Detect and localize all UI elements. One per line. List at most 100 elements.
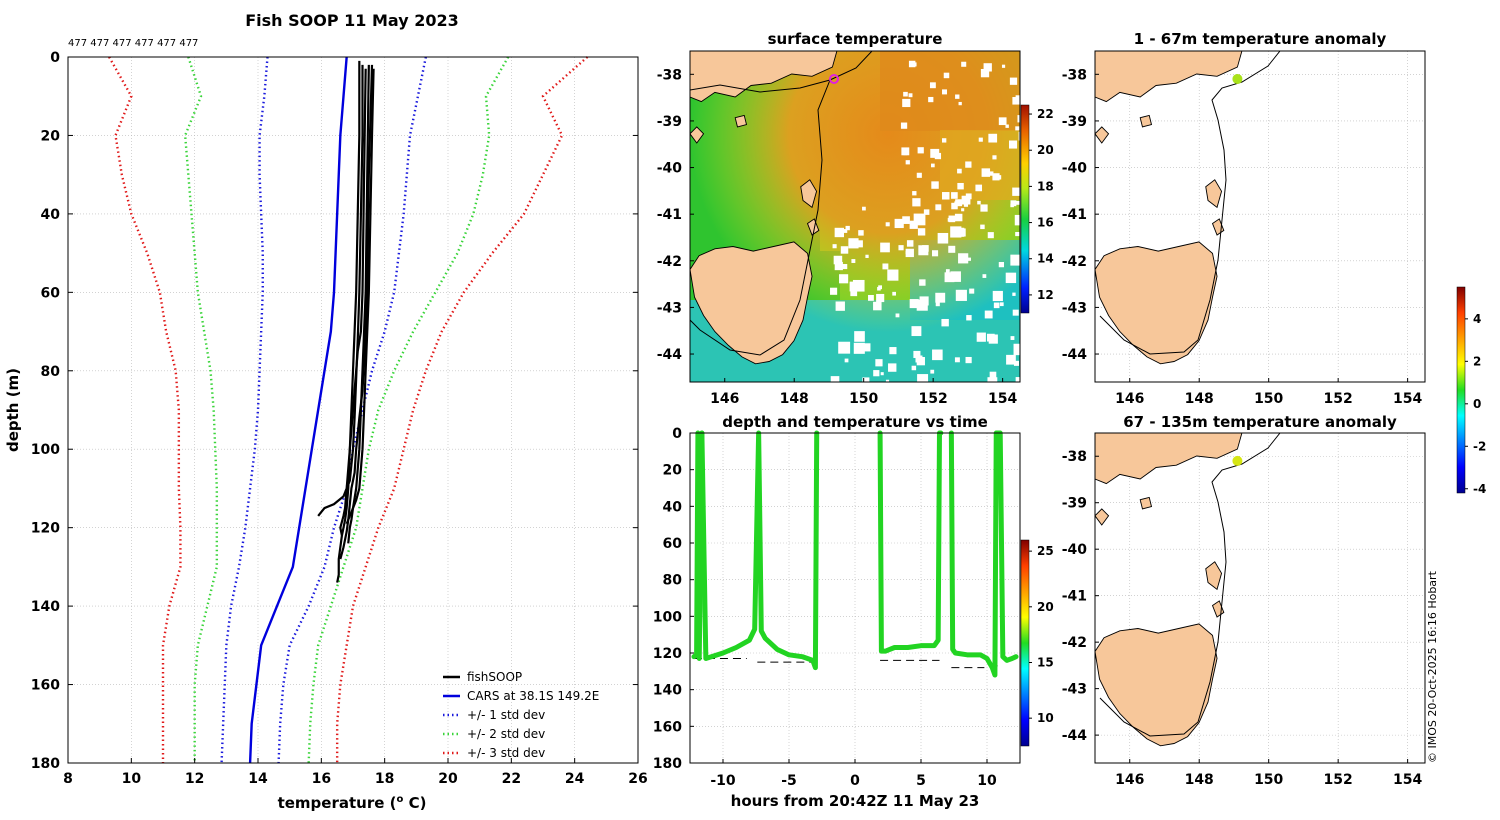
- sst-image: [690, 51, 1020, 382]
- sst-cloud-gap: [912, 191, 917, 196]
- colorbar-tick-label: 14: [1037, 252, 1054, 266]
- profile-fish-cast: [340, 60, 361, 536]
- sst-cloud-gap: [1009, 140, 1018, 149]
- anomaly-lower-title: 67 - 135m temperature anomaly: [1123, 413, 1397, 431]
- anomaly-upper-plot-frame: [1094, 50, 1426, 383]
- sst-cloud-gap: [1012, 309, 1019, 316]
- sst-cloud-gap: [984, 310, 993, 319]
- profile-legend: fishSOOP CARS at 38.1S 149.2E +/- 1 std de…: [443, 670, 599, 760]
- sst-cloud-gap: [1005, 124, 1009, 128]
- profile-lines: [108, 56, 589, 764]
- anomaly-lower-ticks: 146 148 150 152 154 -38 -39 -40 -41 -42 -43 -44: [1062, 449, 1423, 788]
- depth-time-y-tick-label: 140: [653, 683, 682, 699]
- map-x-tick-label: 152: [919, 391, 948, 407]
- sst-cloud-gap: [855, 240, 863, 248]
- map-x-tick-label: 146: [1115, 391, 1144, 407]
- sst-cloud-gap: [1015, 126, 1020, 131]
- sst-cloud-gap: [1013, 343, 1020, 356]
- map-y-tick-label: -38: [1062, 67, 1087, 83]
- sst-cloud-gap: [942, 89, 948, 95]
- sst-cloud-gap: [937, 232, 949, 244]
- sst-cloud-gap: [862, 377, 870, 382]
- depth-time-y-tick-label: 80: [663, 573, 683, 589]
- map-x-tick-label: 146: [1115, 772, 1144, 788]
- sst-cloud-gap: [966, 315, 972, 321]
- sst-cloud-gap: [873, 370, 880, 377]
- sst-cloud-gap: [908, 60, 916, 68]
- depth-time-x-tick-label: 5: [916, 773, 926, 789]
- profile-x-tick-label: 22: [502, 771, 521, 787]
- sst-cloud-gap: [877, 286, 881, 291]
- sst-cloud-gap: [909, 299, 919, 309]
- sst-cloud-gap: [977, 200, 981, 205]
- profile-fish-cast: [339, 64, 374, 560]
- profile-panel: Fish SOOP 11 May 2023 477 477 477 477 47…: [4, 11, 648, 812]
- sst-cloud-gap: [830, 287, 838, 295]
- sst-cloud-gap: [1012, 292, 1016, 296]
- anomaly-upper-panel: 1 - 67m temperature anomaly 146 148 150 152…: [1062, 30, 1426, 407]
- sst-cloud-gap: [913, 213, 926, 226]
- sst-cloud-gap: [982, 274, 987, 278]
- map-x-tick-label: 146: [710, 391, 739, 407]
- map-y-tick-label: -39: [1062, 496, 1087, 512]
- sst-cloud-gap: [882, 263, 889, 270]
- sst-cloud-gap: [898, 245, 904, 251]
- map-y-tick-label: -39: [1062, 114, 1087, 130]
- colorbar-tick-label: 25: [1037, 544, 1054, 558]
- profile-y-tick-label: 120: [31, 521, 60, 537]
- sst-cloud-gap: [987, 377, 998, 382]
- map-x-tick-label: 152: [1324, 772, 1353, 788]
- depth-time-xlabel: hours from 20:42Z 11 May 23: [731, 792, 980, 810]
- sst-cloud-gap: [961, 195, 971, 205]
- sst-cloud-gap: [880, 372, 884, 376]
- sst-cloud-gap: [998, 117, 1007, 126]
- legend-label: CARS at 38.1S 149.2E: [467, 689, 599, 703]
- profile-y-tick-label: 20: [41, 128, 61, 144]
- sst-cloud-gap: [913, 350, 921, 358]
- sst-cloud-gap: [950, 271, 961, 282]
- sst-cloud-gap: [945, 269, 950, 273]
- sst-cloud-gap: [832, 244, 837, 249]
- map-y-tick-label: -39: [657, 114, 682, 130]
- map-x-tick-label: 154: [1393, 391, 1422, 407]
- map-x-tick-label: 154: [988, 391, 1017, 407]
- sst-cloud-gap: [916, 172, 922, 178]
- anomaly-lower-plot-frame: [1094, 432, 1426, 764]
- sst-cloud-gap: [894, 218, 904, 229]
- anomaly-upper-title: 1 - 67m temperature anomaly: [1134, 30, 1387, 48]
- sst-cloud-gap: [838, 341, 851, 354]
- sst-cloud-gap: [919, 279, 926, 286]
- depth-time-x-tick-label: -10: [710, 773, 736, 789]
- anomaly-colorbar: [1456, 286, 1466, 494]
- sst-cloud-gap: [902, 216, 910, 224]
- depth-time-x-tick-label: -5: [781, 773, 797, 789]
- map-y-tick-label: -43: [1062, 300, 1087, 316]
- sst-cloud-gap: [1010, 254, 1020, 266]
- sst-cloud-gap: [895, 313, 900, 318]
- sst-cloud-gap: [1006, 354, 1016, 365]
- sst-cloud-gap: [980, 204, 988, 212]
- sst-cloud-gap: [905, 248, 914, 258]
- sst-cloud-gap: [1016, 200, 1020, 205]
- anomaly-lower-land: [1095, 433, 1243, 747]
- sst-cloud-gap: [955, 199, 963, 207]
- sst-shelf-contour: [690, 51, 873, 356]
- sst-cloud-gap: [981, 168, 991, 177]
- map-y-tick-label: -44: [657, 347, 683, 363]
- sst-cloud-gap: [929, 82, 936, 89]
- anomaly-upper-marker: [1232, 73, 1243, 84]
- sst-cloud-gap: [931, 250, 939, 257]
- sst-cloud-gap: [969, 288, 975, 294]
- sst-cloud-gap: [954, 357, 960, 363]
- profile-xlabel: temperature (o C): [278, 794, 427, 812]
- sst-cloud-gap: [905, 160, 910, 165]
- anomaly-lower-panel: 67 - 135m temperature anomaly 146 148 150 1…: [1062, 413, 1426, 788]
- sst-cloud-gap: [911, 365, 917, 371]
- profile-x-tick-label: 16: [312, 771, 331, 787]
- sst-cloud-gap: [976, 332, 986, 342]
- sst-vessel-marker: [829, 74, 839, 84]
- colorbar-tick-label: -4: [1473, 482, 1486, 496]
- depth-time-x-tick-label: 0: [850, 773, 860, 789]
- sst-cloud-gap: [980, 68, 990, 78]
- sst-cloud-gap: [950, 226, 962, 238]
